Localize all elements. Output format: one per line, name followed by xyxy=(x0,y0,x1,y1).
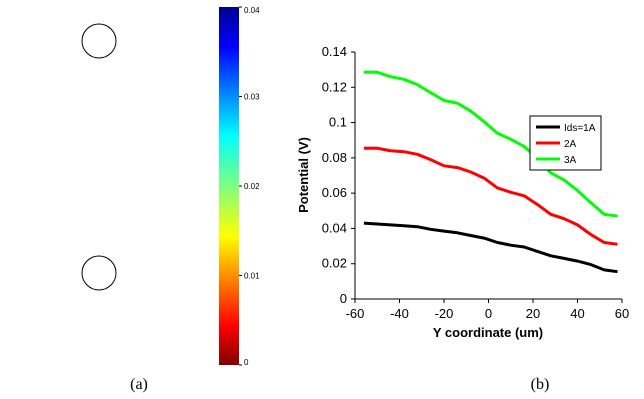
x-axis-title: Y coordinate (um) xyxy=(433,325,543,340)
x-tick-label: 20 xyxy=(526,306,540,321)
series-line-3 xyxy=(363,70,618,218)
x-tick-label: 60 xyxy=(615,306,629,321)
x-tick-label: -20 xyxy=(435,306,454,321)
legend-label-2: 2A xyxy=(564,139,577,150)
series-line-1 xyxy=(363,221,618,274)
legend: Ids=1A 2A 3A xyxy=(529,115,602,171)
colorbar xyxy=(219,7,239,365)
colorbar-tick-label: 0.04 xyxy=(244,6,260,15)
y-tick-label: 0.1 xyxy=(329,115,347,130)
y-tick-label: 0.06 xyxy=(322,185,347,200)
legend-label-1: Ids=1A xyxy=(564,123,596,134)
panel-b-label: (b) xyxy=(531,376,550,393)
x-tick-label: -60 xyxy=(346,306,365,321)
x-tick-label: -40 xyxy=(390,306,409,321)
colorbar-ticks: 0.04 0.03 0.02 0.01 0 xyxy=(239,6,260,367)
colorbar-tick-label: 0.02 xyxy=(244,182,260,191)
top-pad-circle xyxy=(81,23,117,59)
y-tick-label: 0 xyxy=(340,291,347,306)
x-tick-labels: -60 -40 -20 0 20 40 60 xyxy=(346,299,629,321)
legend-label-3: 3A xyxy=(564,155,577,166)
panel-a-heatmap xyxy=(13,23,183,291)
y-tick-label: 0.14 xyxy=(322,44,347,59)
y-tick-label: 0.08 xyxy=(322,150,347,165)
y-tick-label: 0.02 xyxy=(322,256,347,271)
y-tick-label: 0.12 xyxy=(322,79,347,94)
colorbar-tick-label: 0.01 xyxy=(244,272,260,281)
colorbar-tick-label: 0 xyxy=(244,358,249,367)
x-tick-label: 40 xyxy=(570,306,584,321)
y-tick-label: 0.04 xyxy=(322,220,347,235)
y-axis-title: Potential (V) xyxy=(296,137,311,213)
y-tick-labels: 0 0.02 0.04 0.06 0.08 0.1 0.12 0.14 xyxy=(322,44,355,306)
series-line-2 xyxy=(363,146,618,246)
bottom-pad-circle xyxy=(81,255,117,291)
panel-b-line-chart: 0 0.02 0.04 0.06 0.08 0.1 0.12 0.14 -60 -40 -20 0 2… xyxy=(296,44,629,340)
x-tick-label: 0 xyxy=(485,306,492,321)
series-lines xyxy=(363,70,618,274)
panel-a-label: (a) xyxy=(130,376,148,393)
colorbar-tick-label: 0.03 xyxy=(244,93,260,102)
finger-array xyxy=(13,63,183,256)
